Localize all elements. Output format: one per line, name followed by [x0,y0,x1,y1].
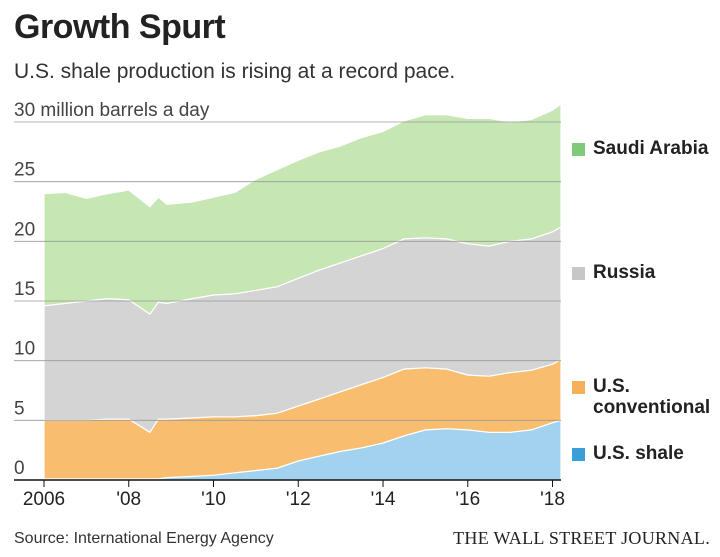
y-axis-labels: 0 5 10 15 20 25 30 million barrels a day [14,100,210,479]
x-tick-label: '10 [201,489,226,510]
legend-item-saudi-arabia: Saudi Arabia [572,138,708,159]
x-tick-label: '14 [371,489,396,510]
x-tick-label: '16 [455,489,480,510]
legend-item-russia: Russia [572,262,655,283]
gridlines [14,121,561,481]
legend-item-u-s-shale: U.S. shale [572,443,684,464]
x-tick-label: 2006 [23,489,65,510]
y-tick-label: 5 [14,398,25,419]
y-tick-label: 15 [14,279,35,300]
x-axis: 2006 '08 '10 '12 '14 '16 '18 [23,480,565,510]
chart-title: Growth Spurt [14,8,226,46]
y-tick-label: 0 [14,458,25,479]
publisher-logo: THE WALL STREET JOURNAL. [453,528,710,548]
chart-subtitle: U.S. shale production is rising at a rec… [14,60,456,83]
legend-label: Russia [593,262,656,283]
legend-label: U.S. shale [593,443,684,464]
legend-item-u-s-conventional: U.S. conventional [572,376,710,418]
legend-swatch [572,267,585,280]
y-tick-label: 25 [14,160,35,181]
legend-swatch [572,448,585,461]
x-tick-label: '18 [540,489,565,510]
area-layer [43,102,562,481]
x-tick-label: '12 [286,489,311,510]
legend-label: Saudi Arabia [593,138,709,159]
y-tick-label: 20 [14,219,35,240]
y-tick-label: 10 [14,339,35,360]
legend-label: U.S. conventional [593,376,711,418]
area-saudi-arabia [43,102,562,315]
x-tick-label: '08 [116,489,141,510]
y-tick-label: 30 million barrels a day [14,100,210,121]
legend-swatch [572,143,585,156]
source-note: Source: International Energy Agency [14,530,274,547]
legend-swatch [572,381,585,394]
